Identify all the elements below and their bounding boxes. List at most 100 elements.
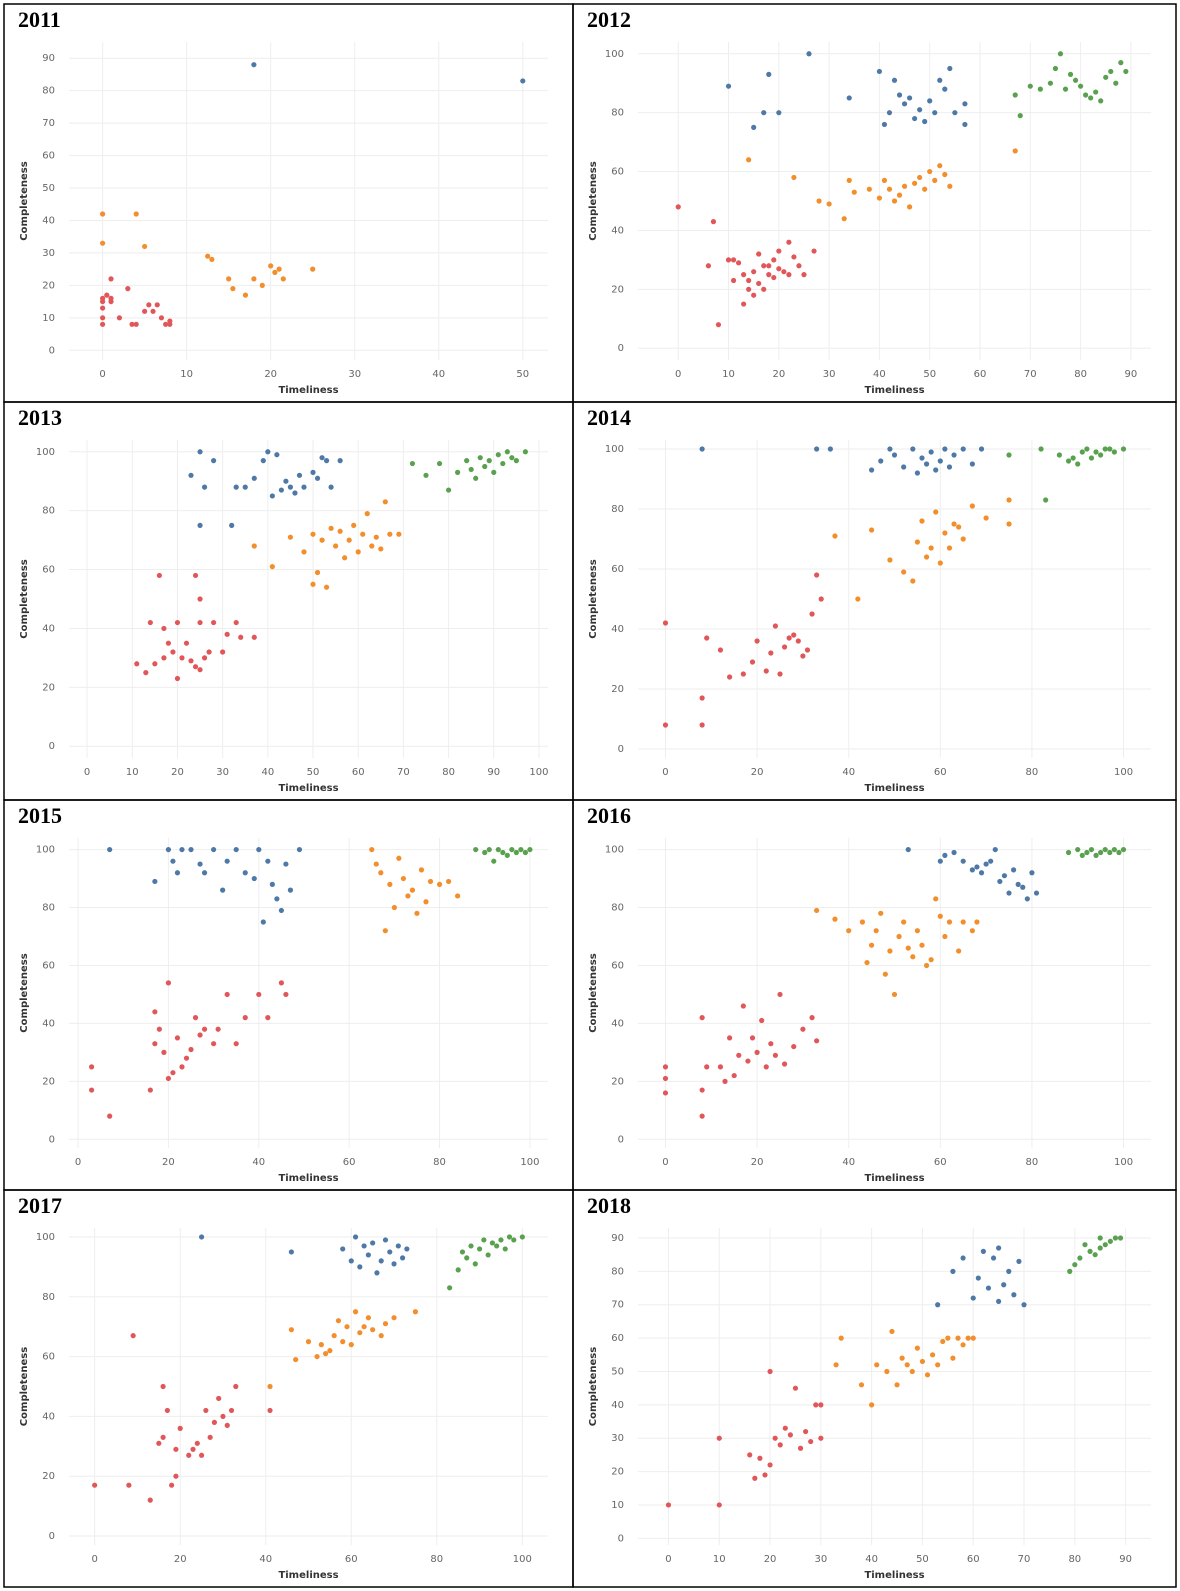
x-tick-label: 40 bbox=[842, 767, 855, 778]
y-axis-label: Completeness bbox=[19, 1347, 30, 1426]
point bbox=[978, 446, 985, 452]
point bbox=[164, 1407, 170, 1414]
point bbox=[1065, 849, 1072, 856]
point bbox=[161, 625, 167, 632]
point bbox=[767, 1368, 773, 1375]
point bbox=[932, 177, 938, 183]
y-tick-label: 40 bbox=[42, 1018, 55, 1029]
x-tick-label: 100 bbox=[1114, 767, 1133, 778]
point bbox=[741, 272, 747, 278]
y-tick-label: 20 bbox=[42, 1471, 55, 1482]
point bbox=[814, 1038, 820, 1044]
point bbox=[152, 1041, 158, 1047]
point bbox=[768, 1041, 774, 1047]
point bbox=[1001, 873, 1008, 879]
point bbox=[170, 649, 176, 655]
point bbox=[509, 455, 515, 461]
y-tick-label: 60 bbox=[611, 564, 624, 575]
y-tick-label: 100 bbox=[605, 845, 624, 856]
point bbox=[766, 263, 772, 269]
point bbox=[348, 1258, 354, 1264]
point bbox=[766, 71, 772, 77]
point bbox=[985, 1285, 992, 1291]
point bbox=[436, 881, 443, 887]
x-tick-label: 80 bbox=[1068, 1554, 1081, 1565]
point bbox=[796, 263, 802, 269]
point bbox=[211, 619, 217, 626]
chart-title: 2013 bbox=[18, 405, 62, 430]
point bbox=[183, 640, 190, 646]
point bbox=[1123, 68, 1129, 75]
point bbox=[370, 1240, 376, 1246]
point bbox=[716, 1435, 722, 1441]
point bbox=[935, 1362, 941, 1368]
point bbox=[220, 649, 226, 655]
point bbox=[975, 1275, 981, 1281]
point bbox=[314, 475, 321, 481]
point bbox=[274, 896, 280, 902]
point bbox=[974, 919, 980, 925]
point bbox=[160, 1434, 166, 1440]
x-tick-label: 40 bbox=[842, 1157, 855, 1168]
point bbox=[197, 449, 203, 455]
point bbox=[1070, 455, 1076, 461]
point bbox=[905, 846, 911, 853]
point bbox=[762, 1472, 768, 1478]
point bbox=[722, 1078, 728, 1084]
point bbox=[717, 1064, 724, 1070]
point bbox=[1107, 1238, 1113, 1244]
point bbox=[1043, 497, 1049, 503]
point bbox=[896, 92, 903, 98]
point bbox=[147, 1087, 153, 1093]
x-tick-label: 30 bbox=[216, 767, 229, 778]
point bbox=[1033, 890, 1040, 896]
point bbox=[960, 1342, 966, 1348]
point bbox=[276, 266, 282, 272]
point bbox=[1016, 1258, 1022, 1264]
point bbox=[242, 484, 248, 490]
point bbox=[933, 467, 939, 473]
point bbox=[455, 1267, 461, 1273]
point bbox=[928, 545, 934, 551]
point bbox=[662, 1075, 669, 1082]
point bbox=[283, 478, 289, 484]
point bbox=[260, 458, 266, 464]
point bbox=[504, 852, 510, 858]
point bbox=[1111, 449, 1117, 455]
point bbox=[147, 619, 153, 626]
point bbox=[1072, 1262, 1078, 1268]
point bbox=[1006, 452, 1012, 458]
point bbox=[351, 522, 357, 528]
point bbox=[960, 1255, 966, 1261]
point bbox=[522, 849, 529, 856]
point bbox=[337, 528, 343, 534]
x-tick-label: 40 bbox=[873, 369, 886, 380]
point bbox=[183, 1055, 190, 1061]
point bbox=[395, 1243, 401, 1249]
point bbox=[472, 1261, 478, 1267]
point bbox=[391, 904, 397, 911]
point bbox=[937, 458, 943, 464]
point bbox=[704, 1064, 710, 1070]
point bbox=[962, 121, 968, 128]
point bbox=[369, 846, 375, 853]
point bbox=[513, 849, 519, 856]
point bbox=[174, 675, 181, 682]
x-tick-label: 40 bbox=[252, 1157, 265, 1168]
y-tick-label: 20 bbox=[611, 684, 624, 695]
point bbox=[224, 1422, 230, 1428]
point bbox=[942, 852, 948, 858]
point bbox=[1052, 65, 1059, 72]
point bbox=[163, 321, 169, 327]
point bbox=[983, 861, 989, 867]
point bbox=[142, 243, 148, 250]
point bbox=[946, 464, 953, 470]
point bbox=[946, 919, 953, 925]
cell-border bbox=[572, 401, 1177, 801]
point bbox=[699, 722, 705, 728]
point bbox=[197, 667, 203, 673]
point bbox=[772, 1052, 779, 1058]
point bbox=[901, 569, 907, 575]
point bbox=[776, 110, 782, 116]
point bbox=[107, 1113, 113, 1119]
